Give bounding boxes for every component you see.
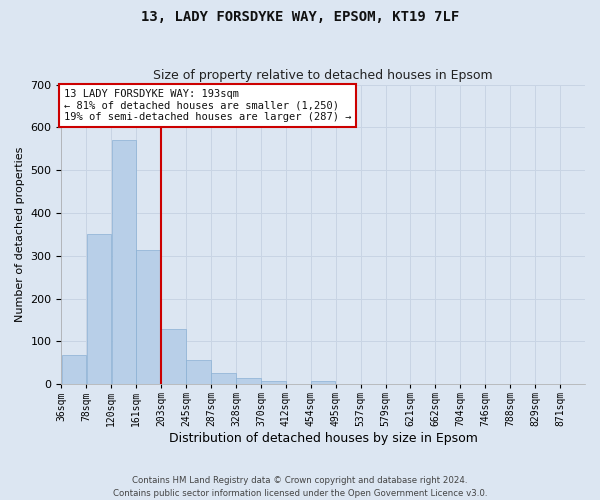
Bar [311,381,335,384]
Bar [236,378,260,384]
Bar [161,328,186,384]
Bar [86,234,111,384]
Text: 13, LADY FORSDYKE WAY, EPSOM, KT19 7LF: 13, LADY FORSDYKE WAY, EPSOM, KT19 7LF [141,10,459,24]
Bar [136,250,161,384]
Bar [211,372,236,384]
X-axis label: Distribution of detached houses by size in Epsom: Distribution of detached houses by size … [169,432,478,445]
Bar [187,360,211,384]
Y-axis label: Number of detached properties: Number of detached properties [15,146,25,322]
Text: 13 LADY FORSDYKE WAY: 193sqm
← 81% of detached houses are smaller (1,250)
19% of: 13 LADY FORSDYKE WAY: 193sqm ← 81% of de… [64,89,351,122]
Bar [112,140,136,384]
Title: Size of property relative to detached houses in Epsom: Size of property relative to detached ho… [154,69,493,82]
Bar [261,382,286,384]
Bar [62,355,86,384]
Text: Contains HM Land Registry data © Crown copyright and database right 2024.
Contai: Contains HM Land Registry data © Crown c… [113,476,487,498]
